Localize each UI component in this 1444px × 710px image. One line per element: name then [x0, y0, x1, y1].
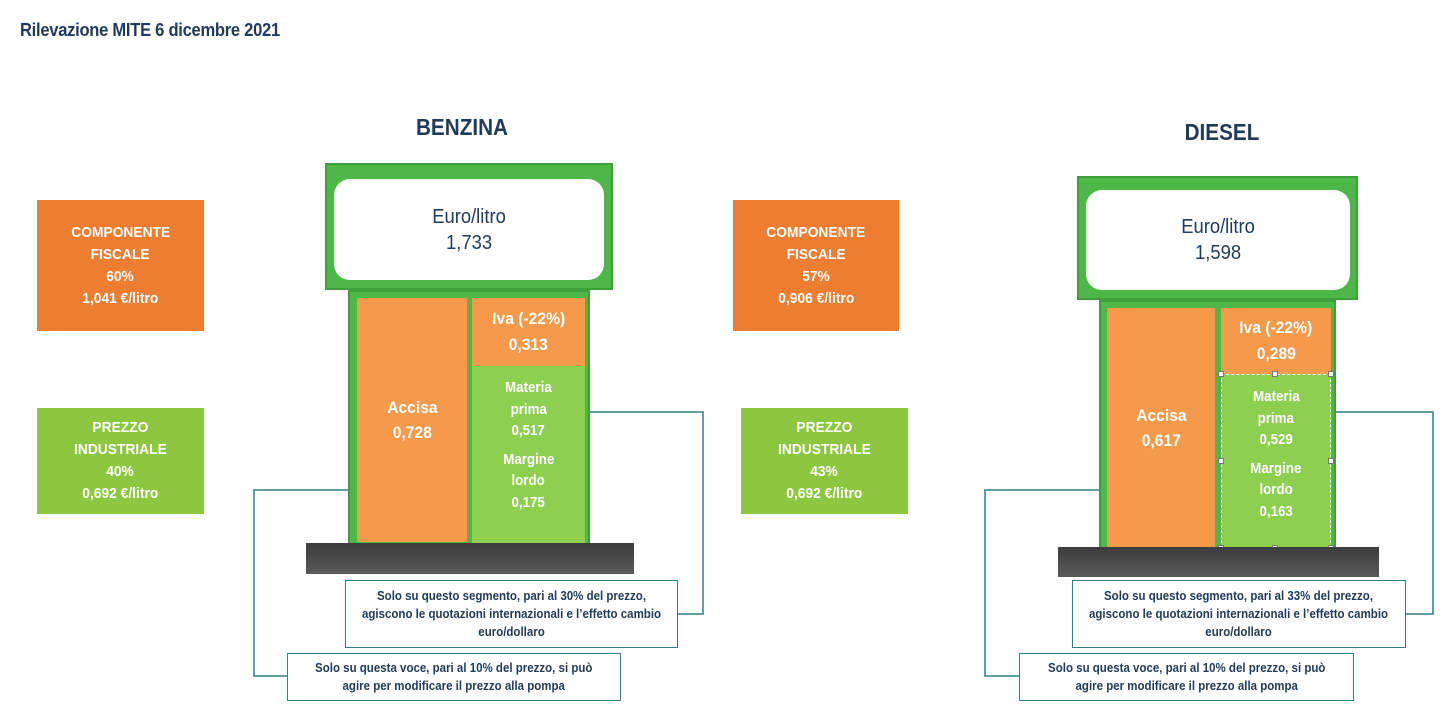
- industriale-value: 0,692 €/litro: [786, 485, 863, 502]
- fiscale-label-1: COMPONENTE: [71, 223, 170, 241]
- page-title: Rilevazione MITE 6 dicembre 2021: [20, 20, 280, 40]
- fiscale-label-2: FISCALE: [786, 245, 846, 263]
- note-line-1: Solo su questo segmento, pari al 33% del…: [1104, 589, 1374, 603]
- fiscale-value: 1,041 €/litro: [82, 289, 159, 307]
- note-line-3: euro/dollaro: [478, 625, 545, 639]
- note-line-1: Solo su questa voce, pari al 10% del pre…: [315, 661, 593, 675]
- industriale-label-2: INDUSTRIALE: [74, 441, 167, 458]
- note-line-2: agire per modificare il prezzo alla pomp…: [1075, 679, 1298, 693]
- benzina-pump-base: [306, 543, 634, 574]
- note-line-2: agiscono le quotazioni internazionali e …: [361, 607, 662, 621]
- benzina-voce-note: Solo su questa voce, pari al 10% del pre…: [287, 653, 621, 701]
- selection-handle[interactable]: [1218, 371, 1224, 377]
- note-line-1: Solo su questa voce, pari al 10% del pre…: [1047, 661, 1326, 675]
- benzina-industriale-box: PREZZO INDUSTRIALE 40% 0,692 €/litro: [37, 408, 204, 514]
- materia-label-2: prima: [510, 401, 547, 418]
- margine-value: 0,163: [1259, 503, 1293, 520]
- note-line-1: Solo su questo segmento, pari al 30% del…: [376, 589, 647, 603]
- margine-label-2: lordo: [511, 473, 546, 489]
- benzina-accisa-segment: Accisa 0,728: [357, 298, 467, 542]
- fiscale-label-2: FISCALE: [90, 245, 151, 263]
- selection-handle[interactable]: [1328, 458, 1334, 464]
- diesel-industriale-box: PREZZO INDUSTRIALE 43% 0,692 €/litro: [741, 408, 908, 514]
- price-unit: Euro/litro: [432, 205, 506, 228]
- benzina-materia-connector: [565, 411, 704, 615]
- materia-value: 0,529: [1259, 432, 1293, 448]
- fiscale-value: 0,906 €/litro: [778, 289, 854, 307]
- accisa-label: Accisa: [386, 398, 438, 417]
- benzina-fiscale-box: COMPONENTE FISCALE 60% 1,041 €/litro: [37, 200, 204, 331]
- selection-handle[interactable]: [1272, 371, 1278, 377]
- industriale-value: 0,692 €/litro: [82, 485, 159, 502]
- industriale-pct: 43%: [810, 463, 839, 480]
- note-line-3: euro/dollaro: [1205, 625, 1273, 639]
- industriale-label-1: PREZZO: [92, 419, 149, 436]
- industriale-label-1: PREZZO: [796, 419, 853, 436]
- margine-label-2: lordo: [1259, 482, 1293, 498]
- benzina-industrial-segment: Materia prima 0,517 Margine lordo 0,175: [472, 366, 585, 544]
- iva-label: Iva (-22%): [491, 309, 566, 328]
- margine-label-1: Margine: [502, 451, 555, 468]
- price-value: 1,733: [445, 231, 493, 254]
- diesel-accisa-segment: Accisa 0,617: [1107, 308, 1215, 548]
- industriale-label-2: INDUSTRIALE: [778, 441, 871, 458]
- margine-label-1: Margine: [1250, 460, 1302, 477]
- diesel-fiscale-box: COMPONENTE FISCALE 57% 0,906 €/litro: [733, 200, 899, 331]
- diesel-voce-note: Solo su questa voce, pari al 10% del pre…: [1019, 653, 1354, 701]
- diesel-iva-segment: Iva (-22%) 0,289: [1221, 308, 1331, 374]
- fiscale-pct: 60%: [106, 267, 135, 285]
- diesel-title: DIESEL: [1184, 119, 1260, 145]
- iva-value: 0,289: [1256, 344, 1296, 363]
- selection-handle[interactable]: [1328, 371, 1334, 377]
- selection-handle[interactable]: [1218, 458, 1224, 464]
- materia-label-1: Materia: [505, 380, 552, 396]
- diesel-materia-connector: [1298, 411, 1434, 615]
- benzina-iva-segment: Iva (-22%) 0,313: [472, 298, 585, 366]
- materia-label-2: prima: [1257, 410, 1295, 427]
- materia-value: 0,517: [511, 423, 546, 439]
- price-unit: Euro/litro: [1181, 216, 1255, 238]
- diesel-pump-base: [1058, 547, 1379, 577]
- margine-value: 0,175: [511, 494, 546, 511]
- fiscale-label-1: COMPONENTE: [766, 223, 866, 241]
- benzina-title: BENZINA: [415, 114, 508, 140]
- iva-value: 0,313: [508, 335, 549, 354]
- benzina-price-display: Euro/litro 1,733: [334, 179, 604, 280]
- diesel-industrial-segment[interactable]: Materia prima 0,529 Margine lordo 0,163: [1221, 374, 1331, 548]
- accisa-value: 0,617: [1141, 431, 1181, 450]
- price-value: 1,598: [1194, 242, 1242, 264]
- accisa-value: 0,728: [392, 423, 432, 442]
- diesel-price-display: Euro/litro 1,598: [1086, 190, 1350, 290]
- note-line-2: agiscono le quotazioni internazionali e …: [1089, 607, 1389, 621]
- iva-label: Iva (-22%): [1239, 318, 1313, 337]
- note-line-2: agire per modificare il prezzo alla pomp…: [342, 679, 566, 693]
- industriale-pct: 40%: [106, 463, 135, 480]
- fiscale-pct: 57%: [802, 267, 830, 285]
- diesel-segment-note: Solo su questo segmento, pari al 33% del…: [1072, 580, 1406, 648]
- materia-label-1: Materia: [1252, 389, 1300, 405]
- benzina-segment-note: Solo su questo segmento, pari al 30% del…: [345, 580, 678, 648]
- accisa-label: Accisa: [1135, 406, 1187, 425]
